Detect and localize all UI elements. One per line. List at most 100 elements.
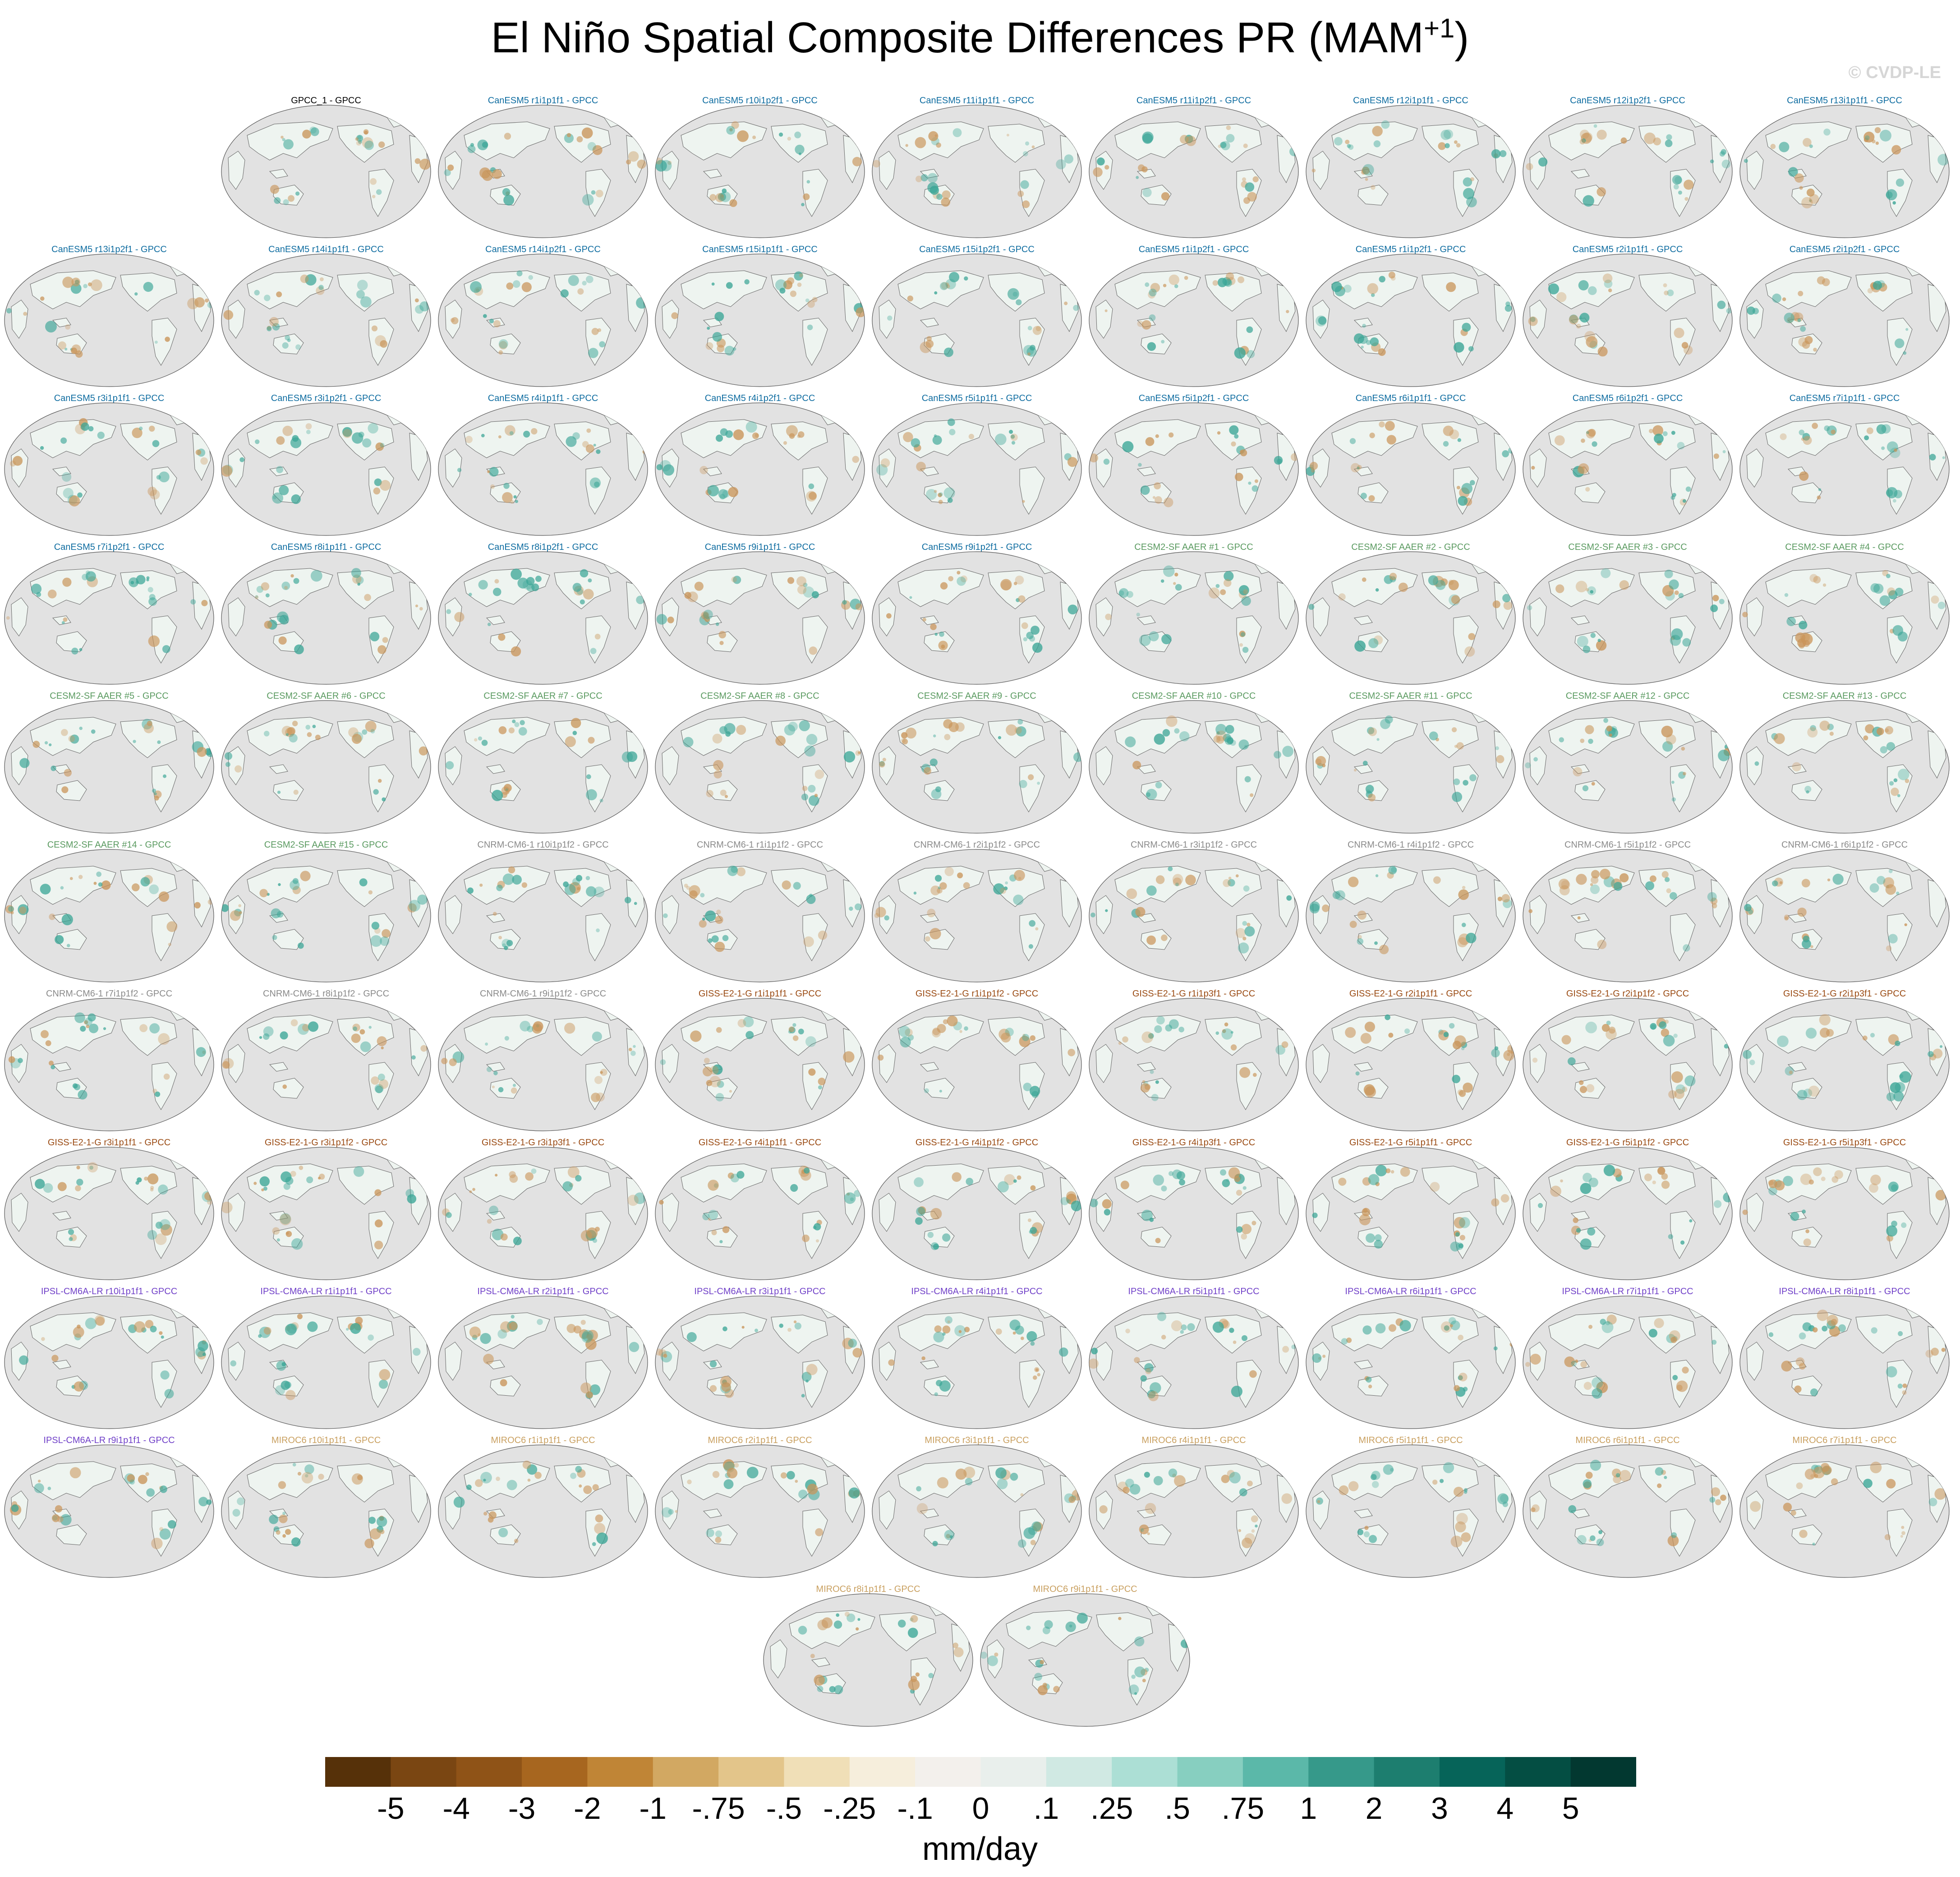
- precip-anomaly-patch: [727, 865, 738, 876]
- precip-anomaly-patch: [1581, 438, 1585, 443]
- precip-anomaly-patch: [1503, 1050, 1514, 1061]
- precip-anomaly-patch: [514, 722, 520, 727]
- precip-anomaly-patch: [158, 1184, 168, 1195]
- precip-anomaly-patch: [146, 576, 150, 580]
- precip-anomaly-patch: [1223, 579, 1232, 587]
- panel-title: CNRM-CM6-1 r9i1p1f2 - GPCC: [479, 989, 607, 999]
- precip-anomaly-patch: [1237, 276, 1245, 283]
- precip-anomaly-patch: [69, 877, 73, 880]
- precip-anomaly-patch: [382, 797, 386, 802]
- precip-anomaly-patch: [41, 1030, 49, 1038]
- precip-anomaly-patch: [509, 431, 514, 435]
- precip-anomaly-patch: [1023, 1527, 1035, 1539]
- precip-anomaly-patch: [1812, 423, 1818, 429]
- continent-outline: [554, 868, 611, 907]
- precip-anomaly-patch: [1810, 725, 1816, 731]
- precip-anomaly-patch: [58, 341, 66, 350]
- precip-anomaly-patch: [717, 1080, 724, 1088]
- precip-anomaly-patch: [1388, 272, 1395, 279]
- panel-title: MIROC6 r9i1p1f1 - GPCC: [1033, 1584, 1137, 1594]
- precip-anomaly-patch: [810, 1654, 815, 1659]
- precip-anomaly-patch: [513, 495, 517, 499]
- precip-anomaly-patch: [1577, 916, 1581, 920]
- precip-anomaly-patch: [1149, 1218, 1154, 1222]
- map-panel: CanESM5 r4i1p2f1 - GPCC: [654, 393, 866, 547]
- continent-outline: [52, 1360, 71, 1370]
- precip-anomaly-patch: [1247, 922, 1251, 927]
- precip-anomaly-patch: [1364, 1526, 1369, 1530]
- precip-anomaly-patch: [1180, 135, 1189, 144]
- map-panel: CESM2-SF AAER #14 - GPCC: [3, 840, 215, 993]
- precip-anomaly-patch: [1368, 495, 1375, 502]
- precip-anomaly-patch: [955, 1468, 967, 1480]
- precip-anomaly-patch: [1282, 746, 1293, 757]
- precip-anomaly-patch: [599, 798, 603, 802]
- continent-outline: [1855, 1166, 1913, 1205]
- precip-anomaly-patch: [798, 431, 805, 438]
- precip-anomaly-patch: [1026, 1625, 1031, 1630]
- precip-anomaly-patch: [1829, 731, 1834, 736]
- precip-anomaly-patch: [1322, 904, 1330, 912]
- continent-outline: [1357, 1524, 1389, 1545]
- precip-anomaly-patch: [1531, 1507, 1536, 1513]
- robinson-map: [872, 254, 1082, 387]
- precip-anomaly-patch: [1104, 165, 1109, 170]
- precip-anomaly-patch: [159, 1528, 171, 1540]
- precip-anomaly-patch: [481, 739, 488, 746]
- continent-outline: [368, 466, 394, 515]
- robinson-map: [1739, 1296, 1950, 1429]
- precip-anomaly-patch: [1597, 940, 1607, 950]
- panel-title: GISS-E2-1-G r1i1p1f1 - GPCC: [698, 989, 822, 999]
- precip-anomaly-patch: [489, 1205, 499, 1215]
- precip-anomaly-patch: [920, 341, 932, 353]
- precip-anomaly-patch: [628, 1047, 632, 1051]
- precip-anomaly-patch: [155, 1233, 167, 1245]
- continent-outline: [1746, 448, 1764, 488]
- precip-anomaly-patch: [1500, 1494, 1509, 1503]
- continent-outline: [1353, 1508, 1373, 1518]
- panel-title: CanESM5 r9i1p2f1 - GPCC: [921, 542, 1032, 552]
- precip-anomaly-patch: [287, 727, 295, 736]
- colorbar-tick-label: .75: [1221, 1791, 1265, 1826]
- precip-anomaly-patch: [1148, 1033, 1154, 1039]
- precip-anomaly-patch: [1007, 288, 1019, 300]
- precip-anomaly-patch: [1368, 1174, 1380, 1185]
- map-panel: GISS-E2-1-G r4i1p3f1 - GPCC: [1088, 1138, 1300, 1291]
- continent-outline: [1574, 780, 1606, 801]
- precip-anomaly-patch: [943, 487, 955, 499]
- precip-anomaly-patch: [515, 499, 518, 503]
- precip-anomaly-patch: [1888, 934, 1898, 944]
- precip-anomaly-patch: [1366, 340, 1371, 345]
- precip-anomaly-patch: [1797, 318, 1801, 323]
- precip-anomaly-patch: [876, 464, 888, 476]
- precip-anomaly-patch: [924, 767, 931, 775]
- precip-anomaly-patch: [587, 142, 596, 151]
- precip-anomaly-patch: [1863, 735, 1868, 741]
- precip-anomaly-patch: [1134, 1666, 1146, 1678]
- precip-anomaly-patch: [1020, 180, 1029, 189]
- precip-anomaly-patch: [1601, 568, 1611, 578]
- precip-anomaly-patch: [1576, 1228, 1581, 1233]
- precip-anomaly-patch: [1806, 790, 1809, 794]
- precip-anomaly-patch: [908, 1679, 920, 1691]
- precip-anomaly-patch: [1580, 1183, 1592, 1194]
- map-panel: CNRM-CM6-1 r4i1p1f2 - GPCC: [1305, 840, 1517, 993]
- precip-anomaly-patch: [1576, 323, 1581, 329]
- precip-anomaly-patch: [1493, 1346, 1498, 1351]
- precip-anomaly-patch: [282, 1534, 286, 1538]
- map-panel: CESM2-SF AAER #6 - GPCC: [220, 691, 432, 844]
- precip-anomaly-patch: [594, 481, 600, 488]
- precip-anomaly-patch: [1226, 125, 1231, 130]
- precip-anomaly-patch: [263, 1327, 271, 1335]
- precip-anomaly-patch: [516, 270, 523, 277]
- precip-anomaly-patch: [952, 1172, 962, 1182]
- precip-anomaly-patch: [1345, 1027, 1356, 1038]
- precip-anomaly-patch: [1131, 1674, 1136, 1679]
- precip-anomaly-patch: [1590, 590, 1594, 594]
- precip-anomaly-patch: [287, 338, 291, 342]
- precip-anomaly-patch: [1590, 883, 1593, 886]
- precip-anomaly-patch: [1235, 928, 1246, 938]
- precip-anomaly-patch: [1074, 1494, 1078, 1498]
- continent-outline: [681, 419, 767, 458]
- precip-anomaly-patch: [1879, 595, 1891, 606]
